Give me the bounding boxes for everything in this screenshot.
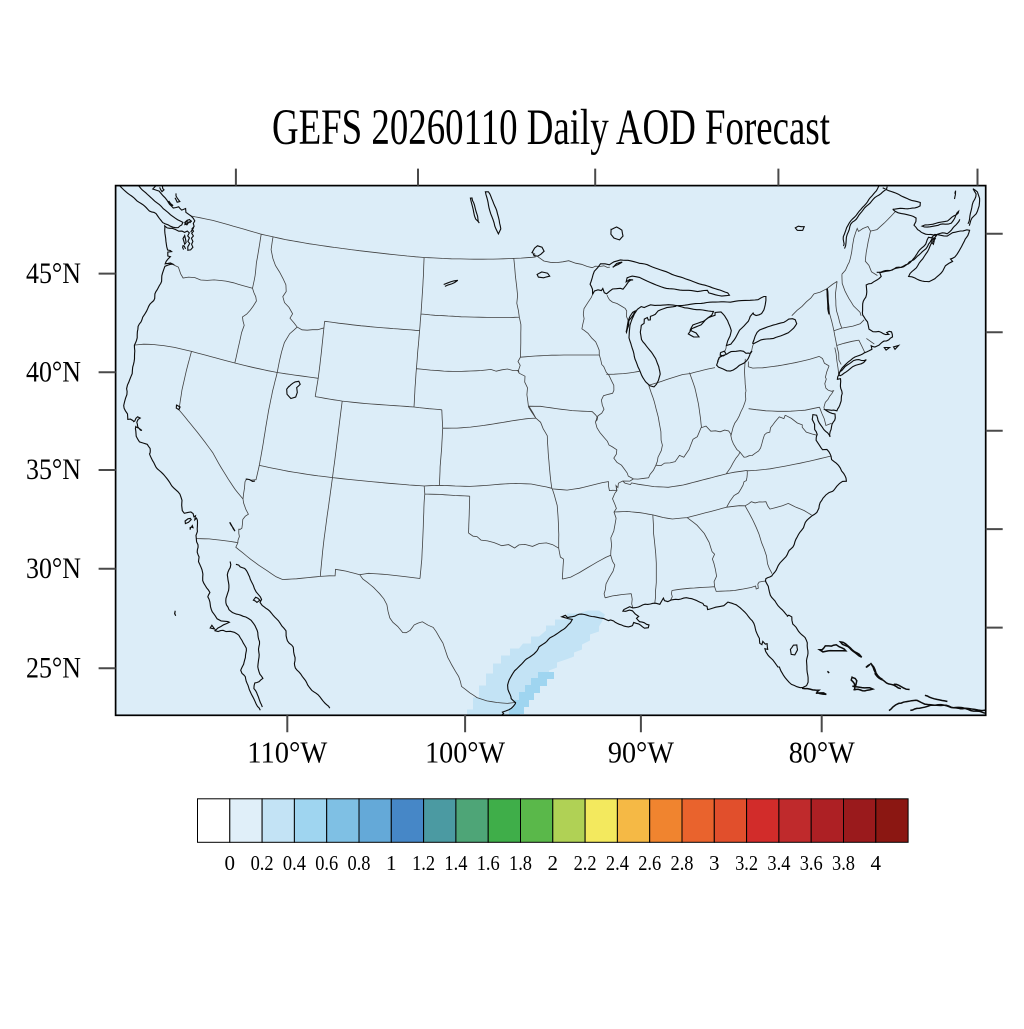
svg-text:3.4: 3.4: [767, 851, 790, 875]
svg-text:2.8: 2.8: [671, 851, 694, 875]
svg-text:40°N: 40°N: [26, 357, 81, 389]
svg-text:3.2: 3.2: [735, 851, 758, 875]
svg-text:3: 3: [709, 851, 720, 875]
svg-text:0.2: 0.2: [251, 851, 274, 875]
svg-text:0.6: 0.6: [315, 851, 338, 875]
svg-text:2.4: 2.4: [606, 851, 629, 875]
svg-text:90°W: 90°W: [608, 736, 674, 770]
svg-text:30°N: 30°N: [26, 553, 81, 585]
svg-text:1.8: 1.8: [509, 851, 532, 875]
svg-text:2.6: 2.6: [638, 851, 661, 875]
svg-text:0: 0: [225, 851, 236, 875]
svg-text:GEFS 20260110 Daily AOD Foreca: GEFS 20260110 Daily AOD Forecast: [272, 99, 830, 155]
svg-text:2: 2: [548, 851, 559, 875]
svg-text:2.2: 2.2: [574, 851, 597, 875]
svg-text:35°N: 35°N: [26, 454, 81, 486]
svg-text:110°W: 110°W: [247, 736, 327, 770]
svg-text:3.8: 3.8: [832, 851, 855, 875]
svg-text:1.6: 1.6: [477, 851, 500, 875]
svg-text:45°N: 45°N: [26, 258, 81, 290]
svg-text:4: 4: [871, 851, 882, 875]
svg-text:1.2: 1.2: [412, 851, 435, 875]
svg-text:80°W: 80°W: [789, 736, 855, 770]
svg-text:0.4: 0.4: [283, 851, 306, 875]
svg-text:1.4: 1.4: [444, 851, 467, 875]
svg-text:1: 1: [386, 851, 397, 875]
svg-text:0.8: 0.8: [348, 851, 371, 875]
svg-text:100°W: 100°W: [425, 736, 505, 770]
svg-text:25°N: 25°N: [26, 653, 81, 685]
svg-text:3.6: 3.6: [800, 851, 823, 875]
